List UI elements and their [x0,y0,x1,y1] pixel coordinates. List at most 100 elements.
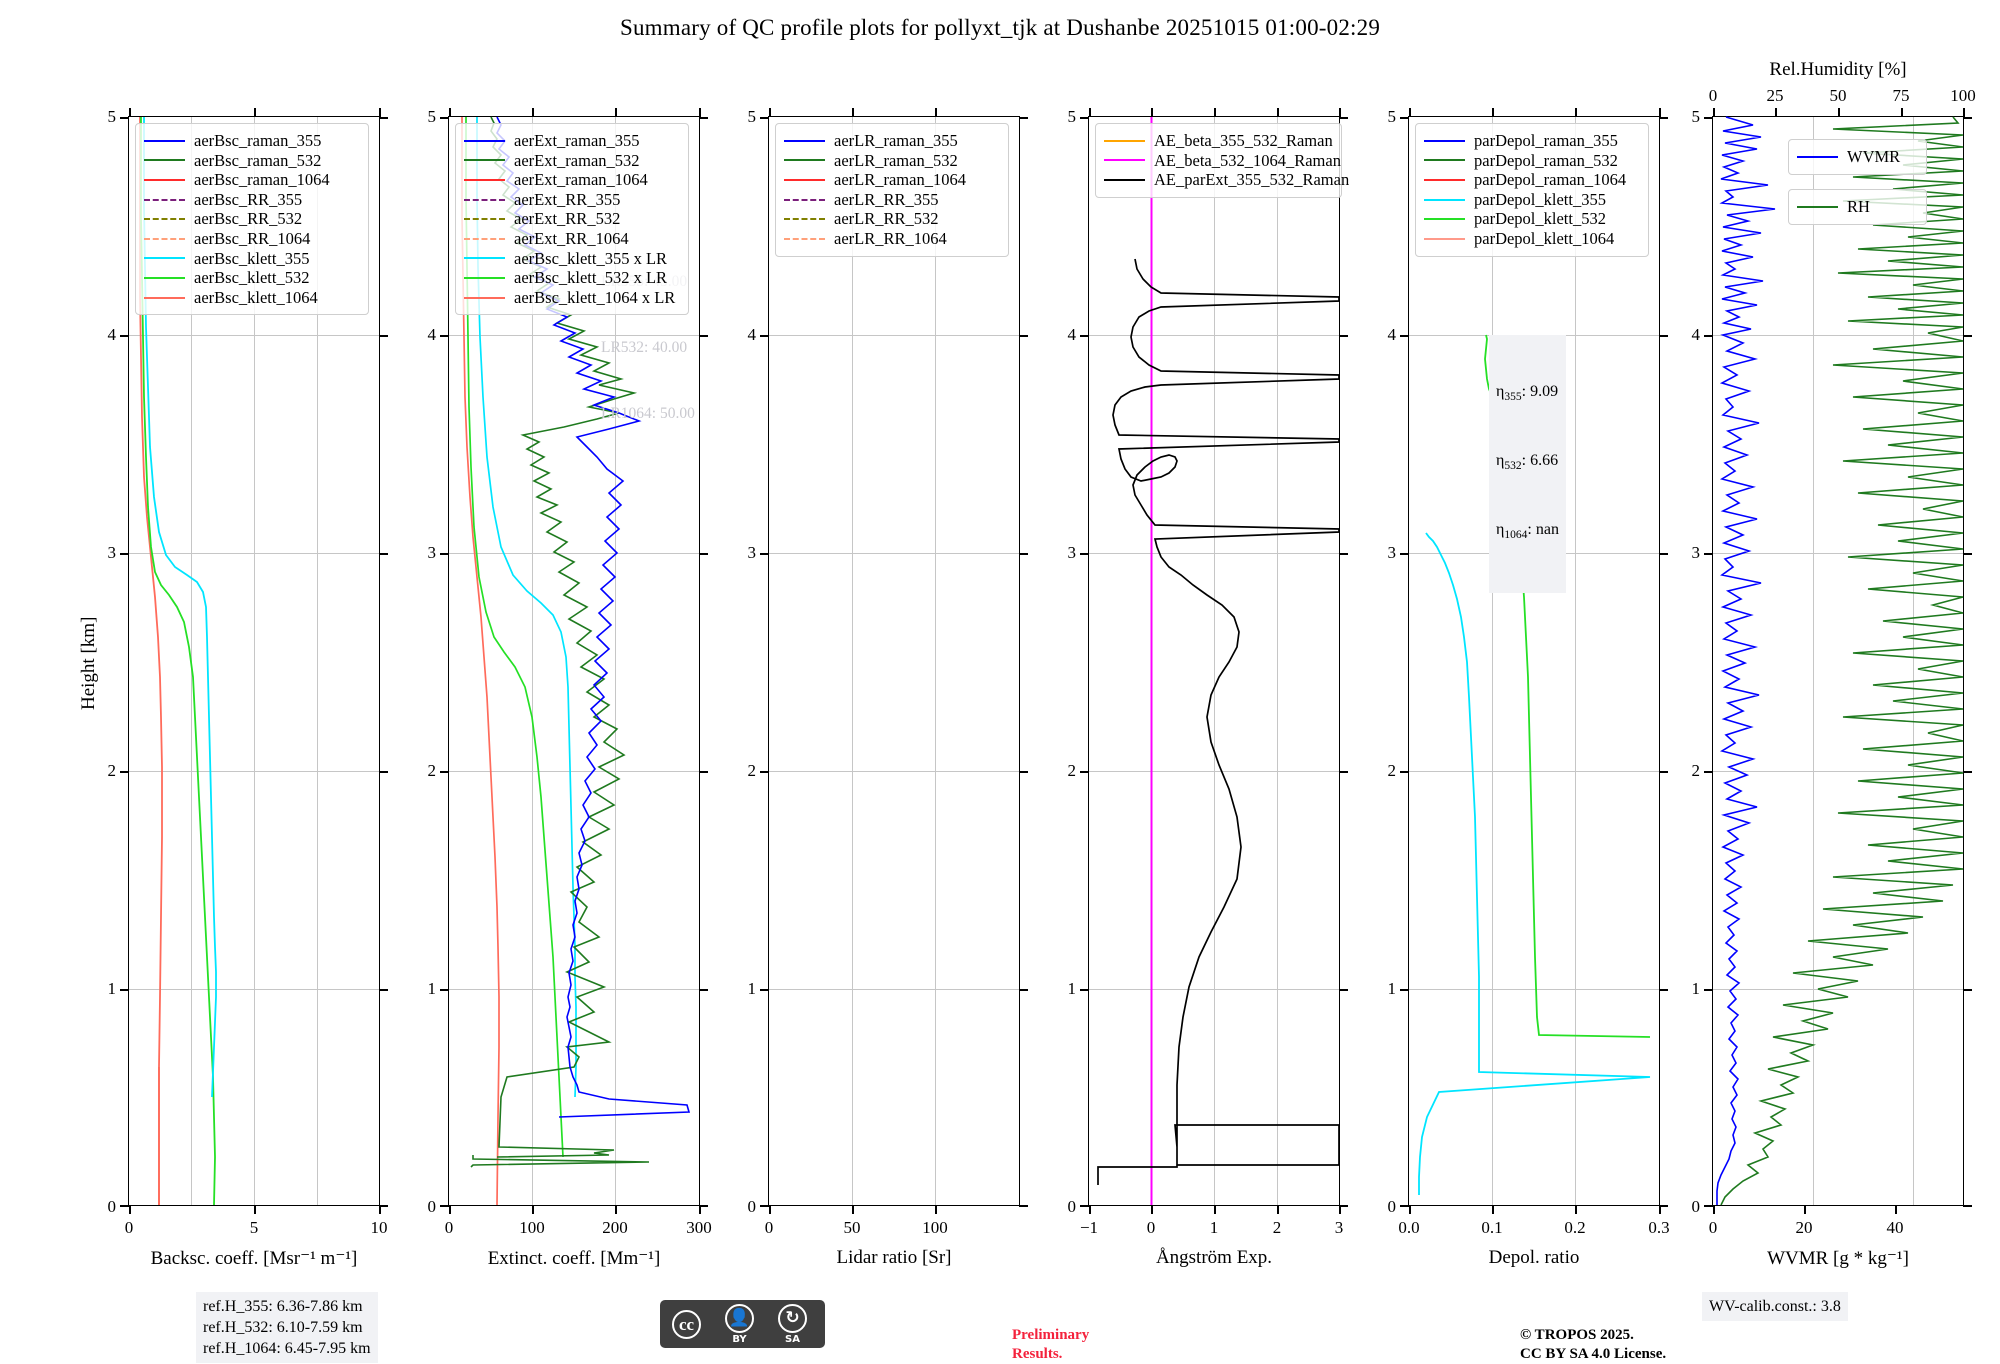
y-tick-label: 3 [427,543,437,562]
plot-lines-depol [1418,334,1651,1195]
gridline [317,117,318,1205]
x-tick-label: 40 [1886,1218,1904,1237]
gridline [129,553,379,554]
cc-by-icon: 👤 BY [713,1303,766,1345]
legend-label: aerBsc_klett_355 x LR [514,248,668,268]
gridline [769,989,1019,990]
gridline [1214,117,1215,1205]
x-axis-title: Depol. ratio [1488,1247,1580,1268]
legend-item: parDepol_klett_1064 [1424,229,1639,249]
legend-backscatter: aerBsc_raman_355 aerBsc_raman_532 aerBsc… [135,123,369,316]
x-axis-title: Lidar ratio [Sr] [836,1247,952,1268]
legend-item: aerBsc_RR_355 [144,190,359,210]
legend-label: aerBsc_klett_1064 x LR [514,287,676,307]
y-tick-label: 3 [1067,543,1077,562]
legend-swatch [1104,178,1145,181]
legend-label: aerLR_RR_532 [834,209,939,229]
legend-swatch [144,218,185,221]
legend-item: AE_beta_532_1064_Raman [1104,151,1341,171]
legend-item: aerLR_RR_1064 [784,229,999,249]
y-tick-label: 0 [1067,1197,1077,1216]
y-tick-label: 0 [107,1197,117,1216]
legend-swatch [144,139,185,142]
legend-item: aerLR_raman_532 [784,151,999,171]
x-tick-label: 10 [370,1218,388,1237]
legend-item: aerBsc_klett_1064 [144,288,359,308]
gridline [769,771,1019,772]
legend-item: aerBsc_raman_355 [144,131,359,151]
y-tick-label: 1 [747,979,757,998]
legend-label: aerExt_raman_1064 [514,170,648,190]
gridline [1277,117,1278,1205]
legend-lidar-ratio: aerLR_raman_355 aerLR_raman_532 aerLR_ra… [775,123,1009,257]
legend-item: parDepol_klett_532 [1424,209,1639,229]
legend-swatch [1424,237,1465,240]
preliminary-results-note: Preliminary Results. [1012,1327,1090,1362]
cc-license-badge[interactable]: cc 👤 BY ↻ SA [660,1300,825,1348]
gridline [1913,117,1914,1205]
y-tick-label: 0 [1387,1197,1397,1216]
legend-item: aerBsc_klett_355 x LR [464,249,679,269]
legend-label: parDepol_klett_355 [1474,189,1606,209]
y-tick-label: 5 [1067,107,1077,126]
legend-item: WVMR [1797,147,1917,167]
x-tick-label: 0.0 [1398,1218,1420,1237]
x-tick-label-top: 75 [1892,86,1910,105]
gridline [769,335,1019,336]
y-tick-label: 3 [107,543,117,562]
gridline [1409,989,1659,990]
legend-item: aerBsc_klett_355 [144,249,359,269]
x-tick-label: 50 [843,1218,861,1237]
legend-label: parDepol_raman_1064 [1474,170,1627,190]
legend-swatch [784,159,825,162]
legend-label: aerExt_RR_532 [514,209,621,229]
legend-swatch [1797,205,1838,208]
legend-depol-ratio: parDepol_raman_355 parDepol_raman_532 pa… [1415,123,1649,257]
gridline [1713,771,1963,772]
legend-label: aerBsc_klett_532 x LR [514,268,668,288]
legend-swatch [464,159,505,162]
wv-calib-annotation: WV-calib.const.: 3.8 [1702,1292,1848,1321]
legend-label: parDepol_raman_355 [1474,131,1618,150]
legend-item: aerLR_raman_1064 [784,170,999,190]
legend-label: aerBsc_RR_1064 [194,228,311,248]
legend-swatch [1424,218,1465,221]
gridline [449,989,699,990]
legend-swatch [1424,139,1465,142]
gridline [1089,771,1339,772]
legend-item: parDepol_raman_355 [1424,131,1639,151]
x-tick-label: 0 [444,1218,454,1237]
y-tick-label: 4 [1691,325,1701,344]
legend-angstrom: AE_beta_355_532_Raman AE_beta_532_1064_R… [1095,123,1349,198]
legend-swatch [1797,155,1838,158]
gridline [129,989,379,990]
legend-swatch [784,178,825,181]
legend-swatch [144,178,185,181]
legend-item: aerExt_raman_1064 [464,170,679,190]
legend-label: WVMR [1847,147,1901,166]
panel-depol-ratio: 5 4 3 2 1 0 0.0 0.1 0.2 0.3 Depol. ratio… [1388,107,1670,1268]
y-tick-label: 5 [1691,107,1701,126]
y-tick-label: 2 [1691,761,1701,780]
x-axis-title: Backsc. coeff. [Msr⁻¹ m⁻¹] [150,1248,358,1269]
gridline [449,771,699,772]
legend-item: parDepol_raman_1064 [1424,170,1639,190]
legend-swatch [144,276,185,279]
y-tick-label: 3 [747,543,757,562]
gridline [254,117,255,1205]
legend-item: aerExt_RR_355 [464,190,679,210]
legend-label: aerExt_RR_1064 [514,228,629,248]
x-tick-label: 100 [922,1218,948,1237]
x-tick-label: 5 [249,1218,259,1237]
gridline [129,771,379,772]
legend-swatch [784,198,825,201]
y-tick-label: 2 [1067,761,1077,780]
plot-lines-wvmr-rh [1716,116,1964,1206]
gridline [1813,117,1814,1205]
gridline [1089,989,1339,990]
legend-swatch [784,237,825,240]
legend-item: parDepol_raman_532 [1424,151,1639,171]
gridline [1713,553,1963,554]
legend-swatch [1424,178,1465,181]
